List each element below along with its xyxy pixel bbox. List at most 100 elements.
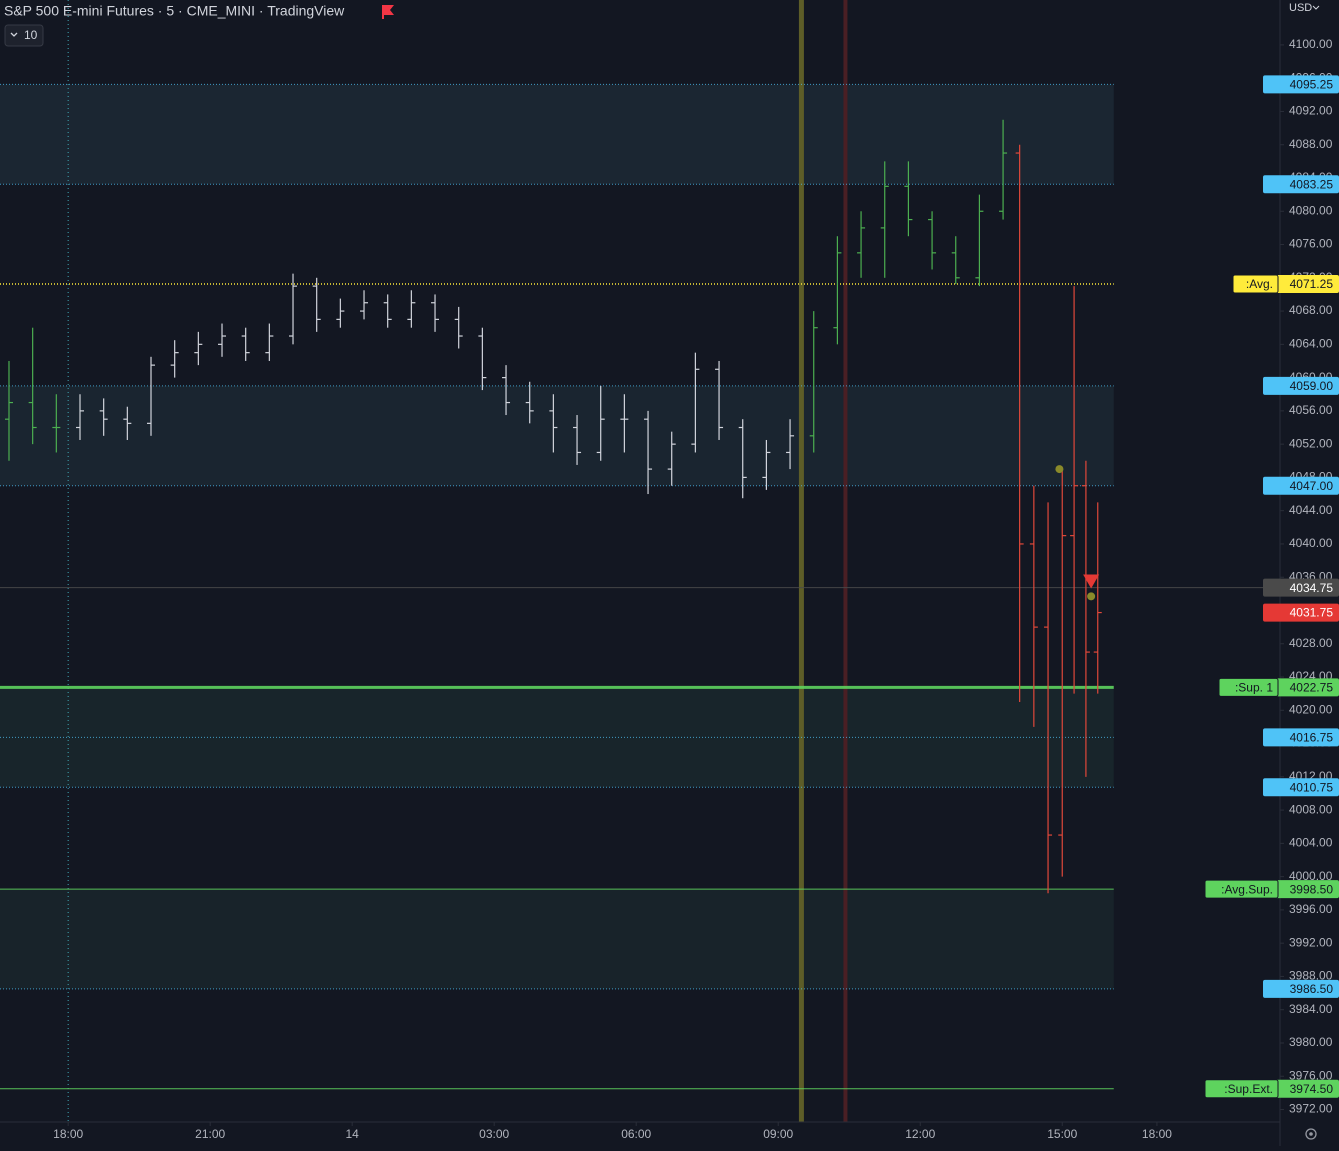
ohlc-bar <box>786 419 795 470</box>
level-tag-label: :Avg. <box>1246 277 1273 291</box>
ohlc-bar <box>667 431 676 486</box>
y-tick-label: 4040.00 <box>1289 536 1333 550</box>
ohlc-bar <box>738 419 747 499</box>
y-tick-label: 4100.00 <box>1289 37 1333 51</box>
gear <box>1305 1128 1317 1140</box>
ohlc-bar <box>454 306 463 349</box>
ohlc-bar <box>999 119 1008 220</box>
y-tick-label: 4020.00 <box>1289 702 1333 716</box>
ohlc-bar <box>1058 469 1067 877</box>
ohlc-bar <box>904 161 913 237</box>
ohlc-bar <box>28 327 37 445</box>
y-tick-label: 4052.00 <box>1289 436 1333 450</box>
plot-area <box>0 0 1280 1122</box>
ohlc-bar <box>336 298 345 328</box>
y-tick-label: 3976.00 <box>1289 1068 1333 1082</box>
ohlc-bar <box>644 410 653 495</box>
level-tag-label: :Sup. 1 <box>1235 681 1273 695</box>
y-tick-label: 4004.00 <box>1289 836 1333 850</box>
ohlc-bar <box>407 290 416 328</box>
y-tick-label: 4056.00 <box>1289 403 1333 417</box>
y-tick-label: 4028.00 <box>1289 636 1333 650</box>
ohlc-bar <box>4 360 13 461</box>
x-tick-label: 03:00 <box>479 1127 509 1141</box>
x-tick-label: 14 <box>346 1127 360 1141</box>
price-tag <box>1263 728 1339 747</box>
x-tick-label: 12:00 <box>905 1127 935 1141</box>
price-tag-label: 3998.50 <box>1290 882 1334 896</box>
ohlc-bar <box>312 277 321 332</box>
ohlc-bar <box>1093 502 1102 694</box>
level-tag <box>1218 677 1279 697</box>
price-tag-label: 4083.25 <box>1290 177 1334 191</box>
zone-band <box>0 687 1114 788</box>
ohlc-bar <box>1029 485 1038 727</box>
interval-label: 10 <box>24 28 38 42</box>
price-tag <box>1263 603 1339 622</box>
ohlc-bar <box>691 352 700 453</box>
price-tag-label: 4059.00 <box>1290 379 1334 393</box>
ohlc-bar <box>478 327 487 391</box>
ohlc-bar <box>76 394 84 440</box>
ohlc-bar <box>241 327 250 361</box>
ohlc-bar <box>218 323 227 357</box>
price-tag <box>1263 275 1339 294</box>
signal-triangle <box>1083 574 1100 589</box>
currency-label[interactable]: USD <box>1289 2 1312 14</box>
ohlc-bar <box>525 381 534 424</box>
level-tag-label: :Sup.Ext. <box>1224 1082 1273 1096</box>
price-tag <box>1263 175 1339 194</box>
ohlc-bar <box>194 331 203 366</box>
flag-icon[interactable] <box>382 5 394 19</box>
y-tick-label: 3972.00 <box>1289 1102 1333 1116</box>
ohlc-bar <box>809 311 818 453</box>
zone-band <box>0 385 1114 486</box>
signal-dot <box>1087 592 1096 601</box>
y-tick-label: 4064.00 <box>1289 337 1333 351</box>
ohlc-bar <box>289 273 298 345</box>
ohlc-bar <box>880 161 889 278</box>
y-tick-label: 4044.00 <box>1289 503 1333 517</box>
ohlc-bar <box>833 236 842 345</box>
zone-band <box>0 84 1114 185</box>
ohlc-bar <box>857 211 866 278</box>
ohlc-bar <box>762 439 771 490</box>
price-tag-label: 4010.75 <box>1290 780 1334 794</box>
price-tag-label: 4022.75 <box>1290 681 1334 695</box>
y-tick-label: 4000.00 <box>1289 869 1333 883</box>
ohlc-bar <box>431 294 440 332</box>
ohlc-bar <box>596 385 605 461</box>
price-tag-label: 4031.75 <box>1290 606 1334 620</box>
settings-icon[interactable] <box>1305 1128 1317 1140</box>
price-tag-label: 4071.25 <box>1290 277 1334 291</box>
level-tag-label: :Avg.Sup. <box>1221 882 1273 896</box>
ohlc-bar <box>99 398 108 436</box>
price-tag <box>1263 880 1339 899</box>
ohlc-bar <box>620 394 629 453</box>
price-tag-label: 4034.75 <box>1290 581 1334 595</box>
price-tag <box>1263 778 1339 797</box>
y-tick-label: 3980.00 <box>1289 1035 1333 1049</box>
x-tick-label: 09:00 <box>763 1127 793 1141</box>
y-tick-label: 4068.00 <box>1289 303 1333 317</box>
ohlc-bar <box>715 360 724 440</box>
level-tag <box>1232 274 1279 294</box>
zone-band <box>0 889 1114 989</box>
level-tag <box>1204 879 1279 899</box>
price-tag <box>1263 476 1339 495</box>
price-tag-label: 3974.50 <box>1290 1082 1334 1096</box>
interval-button[interactable] <box>4 24 44 47</box>
ohlc-bar <box>928 211 937 270</box>
y-tick-label: 3984.00 <box>1289 1002 1333 1016</box>
ohlc-bar <box>265 323 274 361</box>
y-tick-label: 3996.00 <box>1289 902 1333 916</box>
ohlc-bar <box>170 340 179 378</box>
axes: 4100.004096.004092.004088.004084.004080.… <box>53 37 1339 1141</box>
x-tick-label: 15:00 <box>1047 1127 1077 1141</box>
ohlc-bar <box>1015 144 1024 702</box>
y-tick-label: 3992.00 <box>1289 935 1333 949</box>
ohlc-bar <box>52 394 61 453</box>
signal-dot <box>1055 465 1064 474</box>
ohlc-bar <box>360 290 369 320</box>
